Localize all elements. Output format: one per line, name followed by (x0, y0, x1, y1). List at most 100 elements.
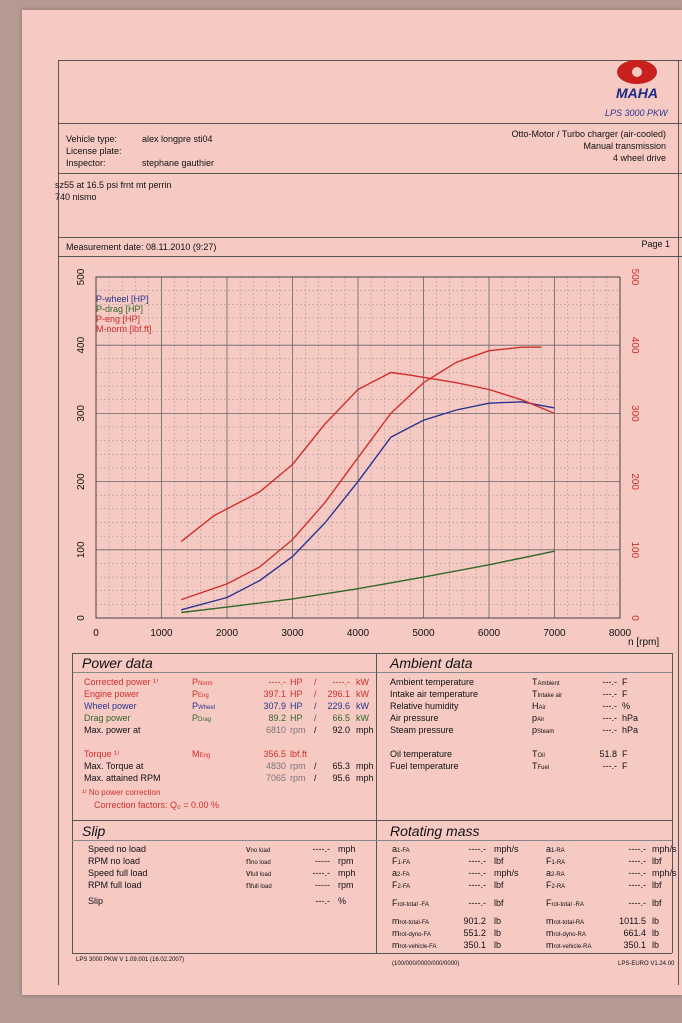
rot-left-symbol: mrot-vehicle-FA (392, 940, 437, 950)
power-row-value2: 296.1 (327, 689, 350, 699)
header-divider (58, 123, 682, 124)
rot-left-symbol: a1-FA (392, 844, 410, 854)
rot-left-value: ----.- (468, 880, 487, 890)
power-row-unit2: kW (356, 701, 369, 711)
section-right (672, 653, 673, 953)
note-line-2: 740 nismo (55, 192, 97, 202)
power-row-label: Max. Torque at (84, 761, 144, 771)
power-row-value2: ----.- (332, 677, 351, 687)
frame-left (58, 60, 59, 985)
rot-right-symbol: mrot-vehicle-RA (546, 940, 592, 950)
power-row-unit1: rpm (290, 761, 306, 771)
slip-row-unit: % (338, 896, 347, 906)
y-left-tick-label: 500 (76, 268, 87, 285)
rot-left-value: ----.- (468, 844, 487, 854)
power-row-value1: 397.1 (263, 689, 286, 699)
rot-right-symbol: F2-RA (546, 880, 566, 890)
rot-right-value: ----.- (628, 856, 647, 866)
power-row-value2: 92.0 (332, 725, 350, 735)
power-row-symbol: PNorm (192, 677, 213, 687)
power-row-slash: / (314, 773, 317, 783)
series-line-3 (180, 371, 555, 543)
chart-legend: P-wheel [HP] P-drag [HP] P-eng [HP] M-no… (96, 294, 152, 334)
x-axis-label: n [rpm] (628, 637, 659, 648)
slip-row-value: ----- (315, 856, 330, 866)
power-row-value1: 7065 (265, 773, 286, 783)
power-row-label: Max. attained RPM (84, 773, 161, 783)
ambient-row-label: Steam pressure (390, 725, 454, 735)
ambient-row-symbol: pSteam (532, 725, 555, 735)
x-tick-label: 4000 (347, 628, 370, 639)
slip-row-symbol: vfull load (246, 868, 272, 878)
y-left-tick-label: 0 (76, 615, 87, 621)
page-number: Page 1 (641, 239, 670, 249)
rot-right-unit: mph/s (652, 844, 677, 854)
power-row-slash: / (314, 713, 317, 723)
power-row-unit2: kW (356, 689, 369, 699)
slip-section-top (72, 820, 672, 821)
power-row-unit1: HP (290, 677, 303, 687)
ambient-row-label: Intake air temperature (390, 689, 479, 699)
rot-right-value: 1011.5 (619, 916, 646, 926)
power-row-value2: 65.3 (332, 761, 350, 771)
power-row-slash: / (314, 689, 317, 699)
y-right-tick-label: 100 (629, 541, 640, 558)
power-row-slash: / (314, 761, 317, 771)
slip-row-label: RPM no load (88, 856, 141, 866)
ambient-row-unit: F (622, 761, 628, 771)
y-right-tick-label: 400 (629, 337, 640, 354)
y-left-tick-label: 200 (76, 473, 87, 490)
power-row-unit2: mph (356, 773, 374, 783)
slip-row-unit: mph (338, 844, 356, 854)
chart-grid (95, 276, 621, 619)
rot-right-value: 350.1 (623, 940, 646, 950)
ambient-row-symbol: TOil (532, 749, 545, 759)
ambient-row-label: Ambient temperature (390, 677, 475, 687)
y-left-tick-label: 400 (76, 336, 87, 353)
x-tick-label: 5000 (412, 628, 435, 639)
rot-right-value: 661.4 (623, 928, 646, 938)
footer-right: LPS-EURO V1.24.00 (618, 961, 675, 967)
note-line-1: sz55 at 16.5 psi frnt mt perrin (55, 180, 172, 190)
ambient-row-symbol: TIntake air (532, 689, 563, 699)
measure-divider-bottom (58, 256, 682, 257)
power-row-unit2: mph (356, 725, 374, 735)
rot-left-unit: lb (494, 940, 502, 950)
series-line-0 (181, 401, 555, 611)
x-tick-label: 1000 (150, 628, 173, 639)
rot-left-symbol: a2-FA (392, 868, 410, 878)
rotating-mass-title: Rotating mass (390, 823, 480, 839)
ambient-row-unit: hPa (622, 725, 639, 735)
rot-left-value: 901.2 (463, 916, 486, 926)
power-row-value1: ----.- (268, 677, 287, 687)
rot-right-symbol: F1-RA (546, 856, 566, 866)
ambient-row-unit: hPa (622, 713, 639, 723)
power-row-unit1: rpm (290, 725, 306, 735)
slip-section-head-line (72, 840, 672, 841)
rot-left-unit: mph/s (494, 868, 519, 878)
power-row-label: Max. power at (84, 725, 141, 735)
dyno-report-sheet: MAHA LPS 3000 PKW Vehicle type: alex lon… (22, 10, 682, 995)
ambient-row-symbol: pAir (532, 713, 545, 723)
ambient-row-value: ---.- (602, 701, 618, 711)
power-row-unit2: kW (356, 677, 369, 687)
rot-left-symbol: Frot-total -FA (392, 898, 429, 908)
rot-right-symbol: a2-RA (546, 868, 565, 878)
power-row-label: Wheel power (84, 701, 137, 711)
legend-p-wheel: P-wheel [HP] (96, 294, 149, 304)
rot-left-value: ----.- (468, 856, 487, 866)
drive-type: 4 wheel drive (612, 153, 666, 163)
power-row-label: Corrected power ¹⁾ (84, 677, 159, 687)
correction-factors: Correction factors: Q₀ = 0.00 % (94, 800, 220, 810)
x-tick-label: 0 (93, 628, 99, 639)
ambient-row-unit: F (622, 749, 628, 759)
power-row-unit2: mph (356, 761, 374, 771)
power-row-value2: 229.6 (327, 701, 350, 711)
ambient-row-label: Air pressure (390, 713, 439, 723)
slip-row-symbol: nfull load (246, 880, 272, 890)
ambient-row-value: ---.- (602, 725, 618, 735)
ambient-row-value: ---.- (602, 713, 618, 723)
power-row-unit1: HP (290, 701, 303, 711)
y-right-tick-label: 200 (629, 473, 640, 490)
